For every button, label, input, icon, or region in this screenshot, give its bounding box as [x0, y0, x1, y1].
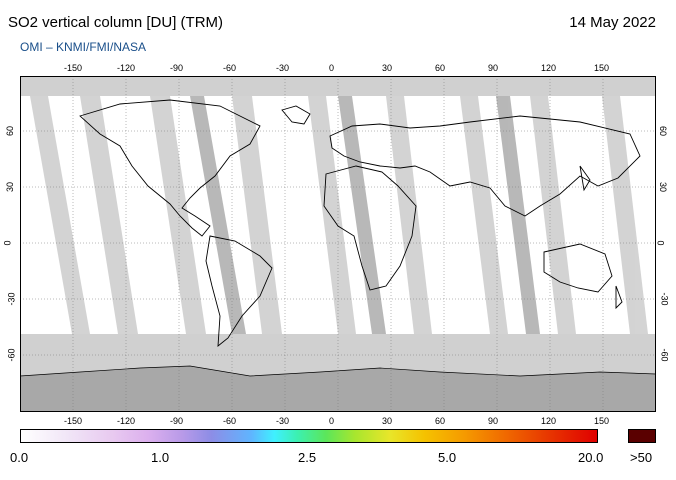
colorbar-label: 5.0 — [438, 450, 457, 465]
colorbar-label: 0.0 — [10, 450, 29, 465]
longitude-tick: 120 — [541, 416, 557, 426]
latitude-tick: -30 — [659, 292, 670, 306]
map-title: SO2 vertical column [DU] (TRM) — [8, 14, 224, 31]
colorbar-over-label: >50 — [630, 450, 653, 465]
longitude-tick: 30 — [382, 416, 393, 426]
latitude-tick: 60 — [5, 125, 16, 137]
longitude-tick: -150 — [64, 416, 83, 426]
latitude-tick: 30 — [5, 181, 16, 193]
longitude-tick: -90 — [170, 416, 184, 426]
africa — [323, 165, 417, 291]
latitude-tick: 0 — [2, 240, 13, 246]
new-zealand — [615, 285, 623, 310]
latitude-tick: -30 — [6, 292, 17, 306]
latitude-tick: 60 — [658, 125, 669, 137]
longitude-tick: -90 — [170, 63, 184, 73]
colorbar-over-swatch — [628, 429, 656, 443]
longitude-tick: 120 — [541, 63, 557, 73]
greenland — [281, 105, 311, 125]
coastlines — [79, 99, 641, 347]
data-credit: OMI – KNMI/FMI/NASA — [20, 40, 147, 54]
latitude-tick: 30 — [658, 181, 669, 193]
colorbar-label: 20.0 — [578, 450, 604, 465]
latitude-tick: 0 — [655, 240, 666, 246]
longitude-tick: 60 — [435, 416, 446, 426]
longitude-tick: 150 — [594, 63, 610, 73]
so2-map-svg — [20, 76, 656, 412]
latitude-tick: -60 — [659, 348, 670, 362]
latitude-tick: -60 — [6, 348, 17, 362]
longitude-tick: 0 — [329, 63, 335, 73]
longitude-tick: 90 — [488, 416, 499, 426]
australia — [543, 243, 613, 293]
japan — [579, 165, 591, 192]
longitude-tick: -60 — [223, 63, 237, 73]
orbit-swaths — [30, 96, 648, 334]
eurasia — [329, 115, 641, 217]
map-date: 14 May 2022 — [569, 14, 656, 31]
longitude-tick: 30 — [382, 63, 393, 73]
longitude-tick: -120 — [117, 416, 136, 426]
colorbar-label: 2.5 — [298, 450, 317, 465]
colorbar-label: 1.0 — [151, 450, 170, 465]
longitude-tick: 0 — [329, 416, 335, 426]
map-frame — [20, 76, 656, 412]
longitude-tick: 90 — [488, 63, 499, 73]
longitude-tick: -150 — [64, 63, 83, 73]
longitude-tick: -30 — [276, 416, 290, 426]
longitude-tick: -30 — [276, 63, 290, 73]
colorbar-gradient — [20, 429, 598, 443]
longitude-tick: 150 — [594, 416, 610, 426]
south-america — [205, 235, 273, 347]
world-map — [20, 76, 656, 412]
longitude-tick: 60 — [435, 63, 446, 73]
graticule — [20, 76, 656, 412]
north-america — [79, 99, 261, 237]
longitude-tick: -60 — [223, 416, 237, 426]
longitude-tick: -120 — [117, 63, 136, 73]
